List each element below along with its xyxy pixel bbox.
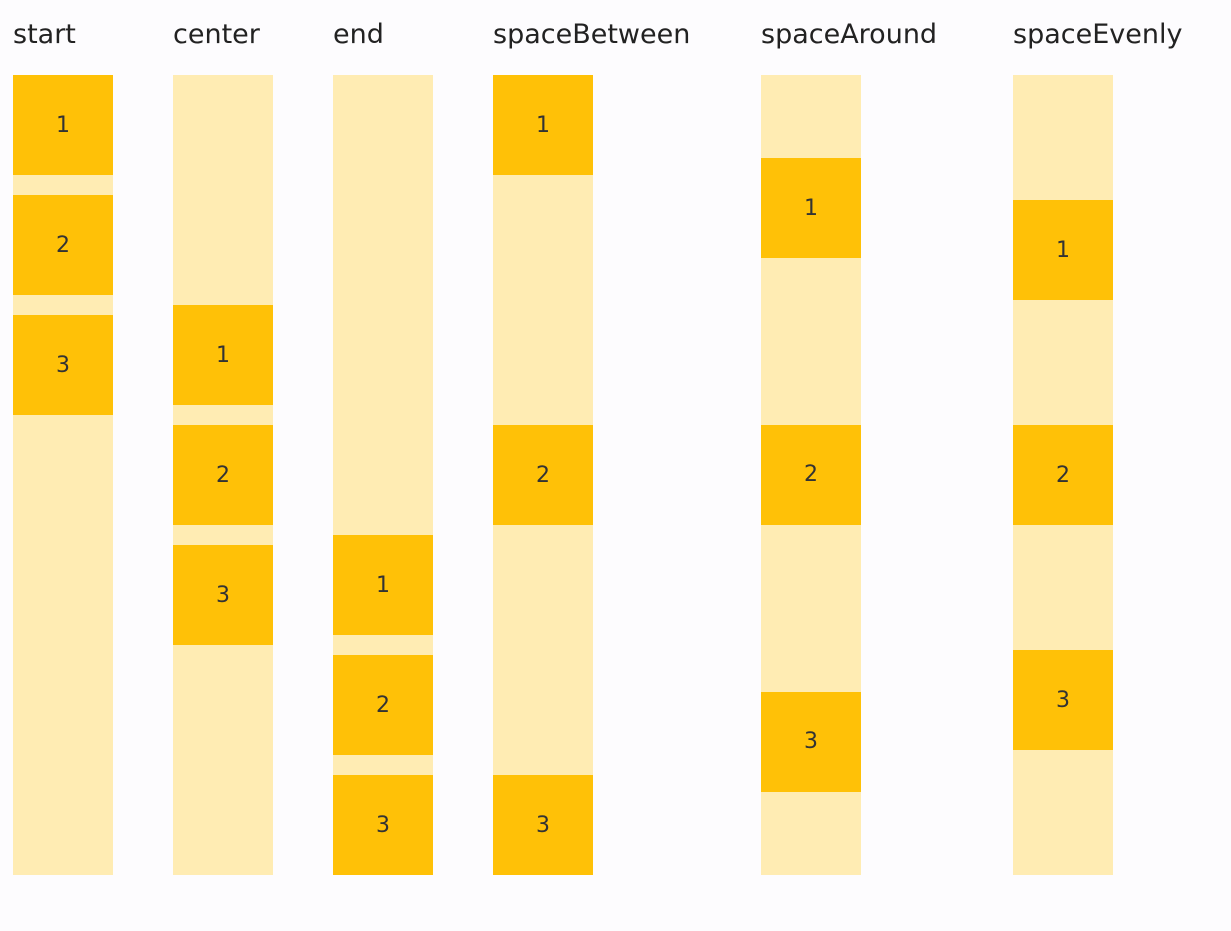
column-label: center [173,19,260,50]
flex-item: 2 [173,425,273,525]
flex-column: 1 2 3 [333,75,433,875]
flex-column: 1 2 3 [493,75,593,875]
flex-item: 1 [493,75,593,175]
flex-column: 1 2 3 [173,75,273,875]
flex-item: 2 [13,195,113,295]
flex-item: 3 [333,775,433,875]
flex-item: 1 [13,75,113,175]
flex-item: 1 [761,158,861,259]
column-label: spaceAround [761,19,938,50]
flex-item: 2 [493,425,593,525]
flex-item: 1 [1013,200,1113,300]
column-label: spaceBetween [493,19,691,50]
flex-item: 3 [173,545,273,645]
flex-item: 1 [173,305,273,405]
column-label: start [13,19,76,50]
column-label: end [333,19,384,50]
column-label: spaceEvenly [1013,19,1183,50]
flex-item: 2 [333,655,433,755]
flex-column: 1 2 3 [761,75,861,875]
flex-item: 3 [761,691,861,792]
flex-item: 3 [13,315,113,415]
flex-item: 2 [1013,425,1113,525]
flex-item: 3 [1013,650,1113,750]
flex-item: 2 [761,424,861,525]
flex-column: 1 2 3 [13,75,113,875]
flex-item: 1 [333,535,433,635]
flex-item: 3 [493,775,593,875]
flex-column: 1 2 3 [1013,75,1113,875]
